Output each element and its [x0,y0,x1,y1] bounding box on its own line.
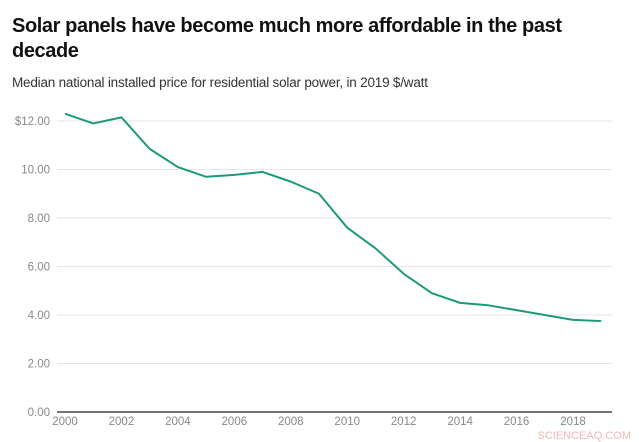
x-tick-label: 2000 [52,416,78,428]
x-axis: 2000 2002 2004 2006 2008 2010 2012 2014 2016 2018 [52,411,612,428]
x-tick-label: 2004 [165,416,191,428]
watermark: SCIENCEAQ.COM [537,430,631,442]
y-tick-label: $12.00 [15,116,50,128]
x-tick-label: 2002 [109,416,135,428]
x-tick-label: 2014 [447,416,473,428]
y-axis: 0.00 2.00 4.00 6.00 8.00 10.00 $12.00 [15,116,50,419]
series-lines [64,112,602,323]
x-tick-label: 2018 [560,416,586,428]
y-tick-label: 2.00 [28,359,50,371]
series-line [64,112,602,323]
y-tick-label: 4.00 [28,310,50,322]
chart-header: Solar panels have become much more affor… [12,14,627,91]
x-tick-label: 2008 [278,416,304,428]
x-tick-label: 2006 [222,416,248,428]
y-tick-label: 0.00 [28,407,50,419]
chart-subtitle: Median national installed price for resi… [12,75,428,90]
y-tick-label: 10.00 [21,165,50,177]
y-tick-label: 8.00 [28,213,50,225]
x-tick-label: 2012 [391,416,417,428]
chart-title: Solar panels have become much more affor… [12,15,562,62]
x-tick-label: 2016 [504,416,530,428]
gridlines [57,120,612,364]
y-tick-label: 6.00 [28,262,50,274]
x-tick-label: 2010 [334,416,360,428]
